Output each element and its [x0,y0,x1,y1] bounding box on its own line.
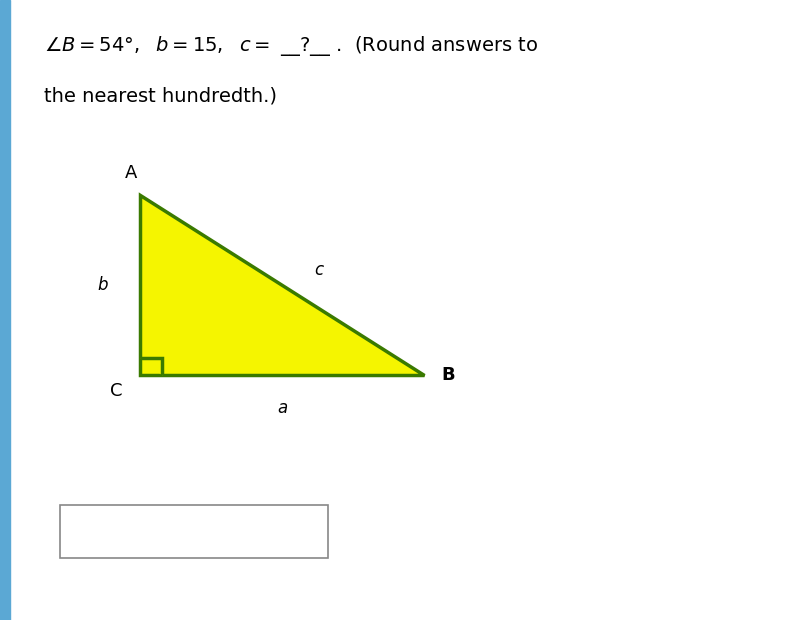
Polygon shape [140,358,162,375]
Text: the nearest hundredth.): the nearest hundredth.) [44,87,277,106]
Text: A: A [125,164,138,182]
Text: $\angle B = 54°,$  $b = 15,$  $c = $ __?__ .  (Round answers to: $\angle B = 54°,$ $b = 15,$ $c = $ __?__… [44,34,538,58]
Bar [0,0,10,620]
Polygon shape [140,195,424,375]
Text: B: B [442,366,455,384]
Text: c: c [314,260,323,279]
Text: a: a [277,399,287,417]
Text: C: C [110,382,122,400]
Bar [60,505,328,558]
Text: b: b [98,276,108,294]
